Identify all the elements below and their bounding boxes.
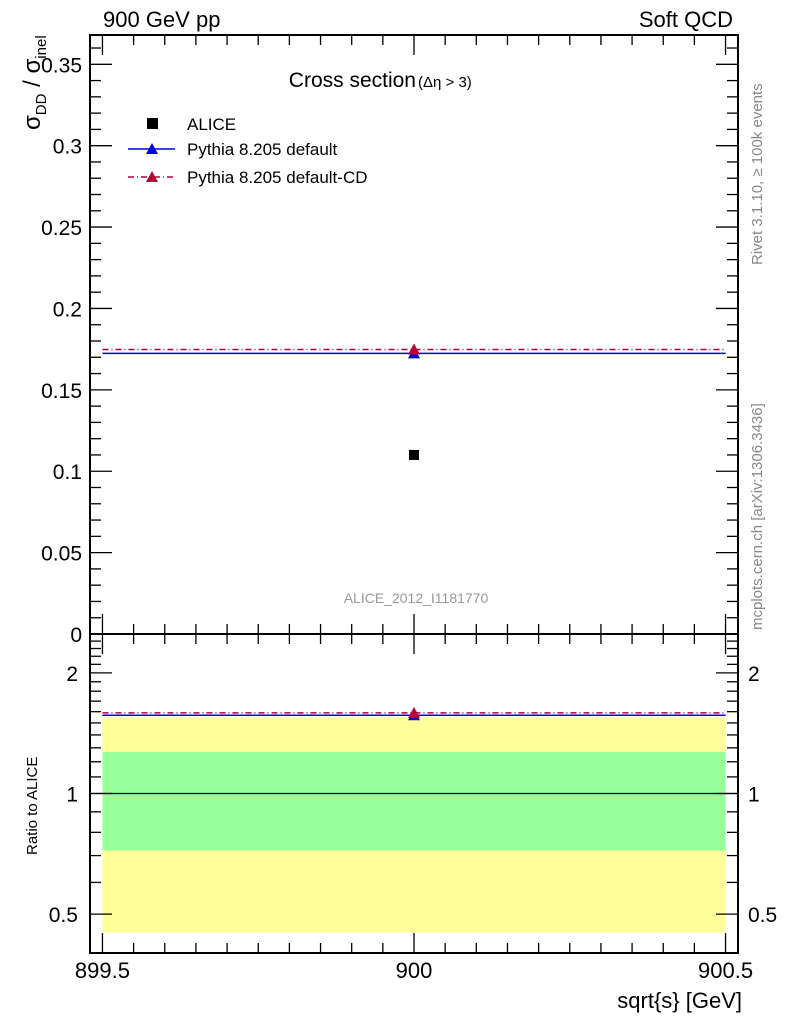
ratio-y-tick-label: 0.5 <box>49 904 78 927</box>
legend-cd-marker <box>146 171 158 182</box>
legend-alice-marker <box>147 118 158 129</box>
ylabel-sub-dd: DD <box>33 93 50 115</box>
ratio-marker-1 <box>408 706 420 718</box>
ratio-band-stat-uncertainty <box>102 751 726 851</box>
ylabel-sub-inel: inel <box>33 35 50 58</box>
y-tick-label: 0.25 <box>41 217 82 240</box>
legend-default-label: Pythia 8.205 default <box>187 140 338 159</box>
header-left: 900 GeV pp <box>103 7 220 32</box>
analysis-watermark: ALICE_2012_I1181770 <box>344 590 489 606</box>
y-tick-label: 0.3 <box>53 136 82 159</box>
y-tick-label: 0.35 <box>41 54 82 77</box>
legend-default-marker <box>146 143 158 154</box>
y-axis-label-ratio: Ratio to ALICE <box>24 757 41 855</box>
svg-text:σDD / σinel: σDD / σinel <box>19 35 50 130</box>
y-tick-label: 0.15 <box>41 380 82 403</box>
y-tick-label: 0.1 <box>53 461 82 484</box>
ratio-y-tick-label-right: 1 <box>748 784 760 807</box>
y-axis-label-main: σDD / σinel <box>19 35 50 130</box>
ratio-y-tick-label-right: 2 <box>748 663 760 686</box>
x-tick-label: 899.5 <box>75 958 130 983</box>
mc-marker-1 <box>408 343 420 355</box>
ratio-y-tick-label-right: 0.5 <box>748 904 777 927</box>
mcplots-label: mcplots.cern.ch [arXiv:1306.3436] <box>749 403 766 630</box>
header-right: Soft QCD <box>639 7 733 32</box>
ylabel-sigma: σ <box>19 115 46 130</box>
chart-title-suffix: (Δη > 3) <box>418 74 472 91</box>
rivet-label: Rivet 3.1.10, ≥ 100k events <box>749 83 766 265</box>
y-tick-label: 0.05 <box>41 543 82 566</box>
ratio-y-tick-label: 2 <box>66 663 78 686</box>
y-tick-label: 0.2 <box>53 298 82 321</box>
chart-title: Cross section <box>289 69 416 92</box>
legend-cd-label: Pythia 8.205 default-CD <box>187 168 368 187</box>
ratio-y-tick-label: 1 <box>66 784 78 807</box>
x-tick-label: 900 <box>396 958 433 983</box>
alice-data-point <box>409 449 419 460</box>
x-axis-label: sqrt{s} [GeV] <box>617 988 742 1013</box>
y-tick-label: 0 <box>70 624 82 647</box>
ylabel-sep: / σ <box>19 59 46 94</box>
x-tick-label: 900.5 <box>698 958 753 983</box>
legend-alice-label: ALICE <box>187 115 236 134</box>
